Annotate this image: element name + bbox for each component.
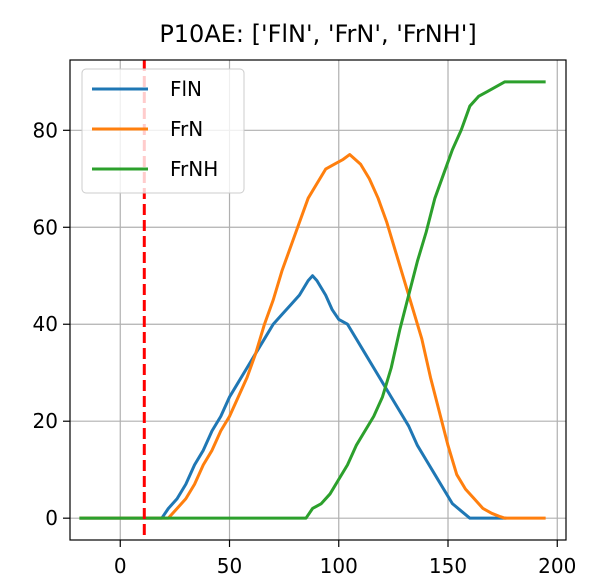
legend-box [81, 68, 245, 194]
x-tick-label: 200 [538, 554, 576, 578]
y-tick-label: 80 [33, 118, 58, 142]
legend: FlN FrN FrNH [81, 68, 245, 194]
legend-label-frn: FrN [170, 117, 203, 141]
series-line-frn [79, 153, 546, 520]
y-tick-label: 60 [33, 215, 58, 239]
grid-lines [70, 60, 566, 540]
y-tick-label: 20 [33, 409, 58, 433]
series-line-fln [79, 274, 507, 520]
plot-frame [69, 59, 567, 541]
legend-label-fln: FlN [170, 77, 202, 101]
x-tick-label: 50 [217, 554, 242, 578]
x-tick-label: 150 [429, 554, 467, 578]
x-tick-label: 0 [114, 554, 127, 578]
x-axis: 0 50 100 150 200 [114, 540, 576, 578]
y-tick-label: 0 [45, 506, 58, 530]
legend-label-frnh: FrNH [170, 157, 218, 181]
y-tick-label: 40 [33, 312, 58, 336]
x-tick-label: 100 [320, 554, 358, 578]
series-line-frnh [79, 80, 546, 520]
y-axis: 0 20 40 60 80 [33, 118, 70, 530]
series-lines [79, 80, 546, 520]
chart-title: P10AE: ['FlN', 'FrN', 'FrNH'] [159, 20, 476, 48]
